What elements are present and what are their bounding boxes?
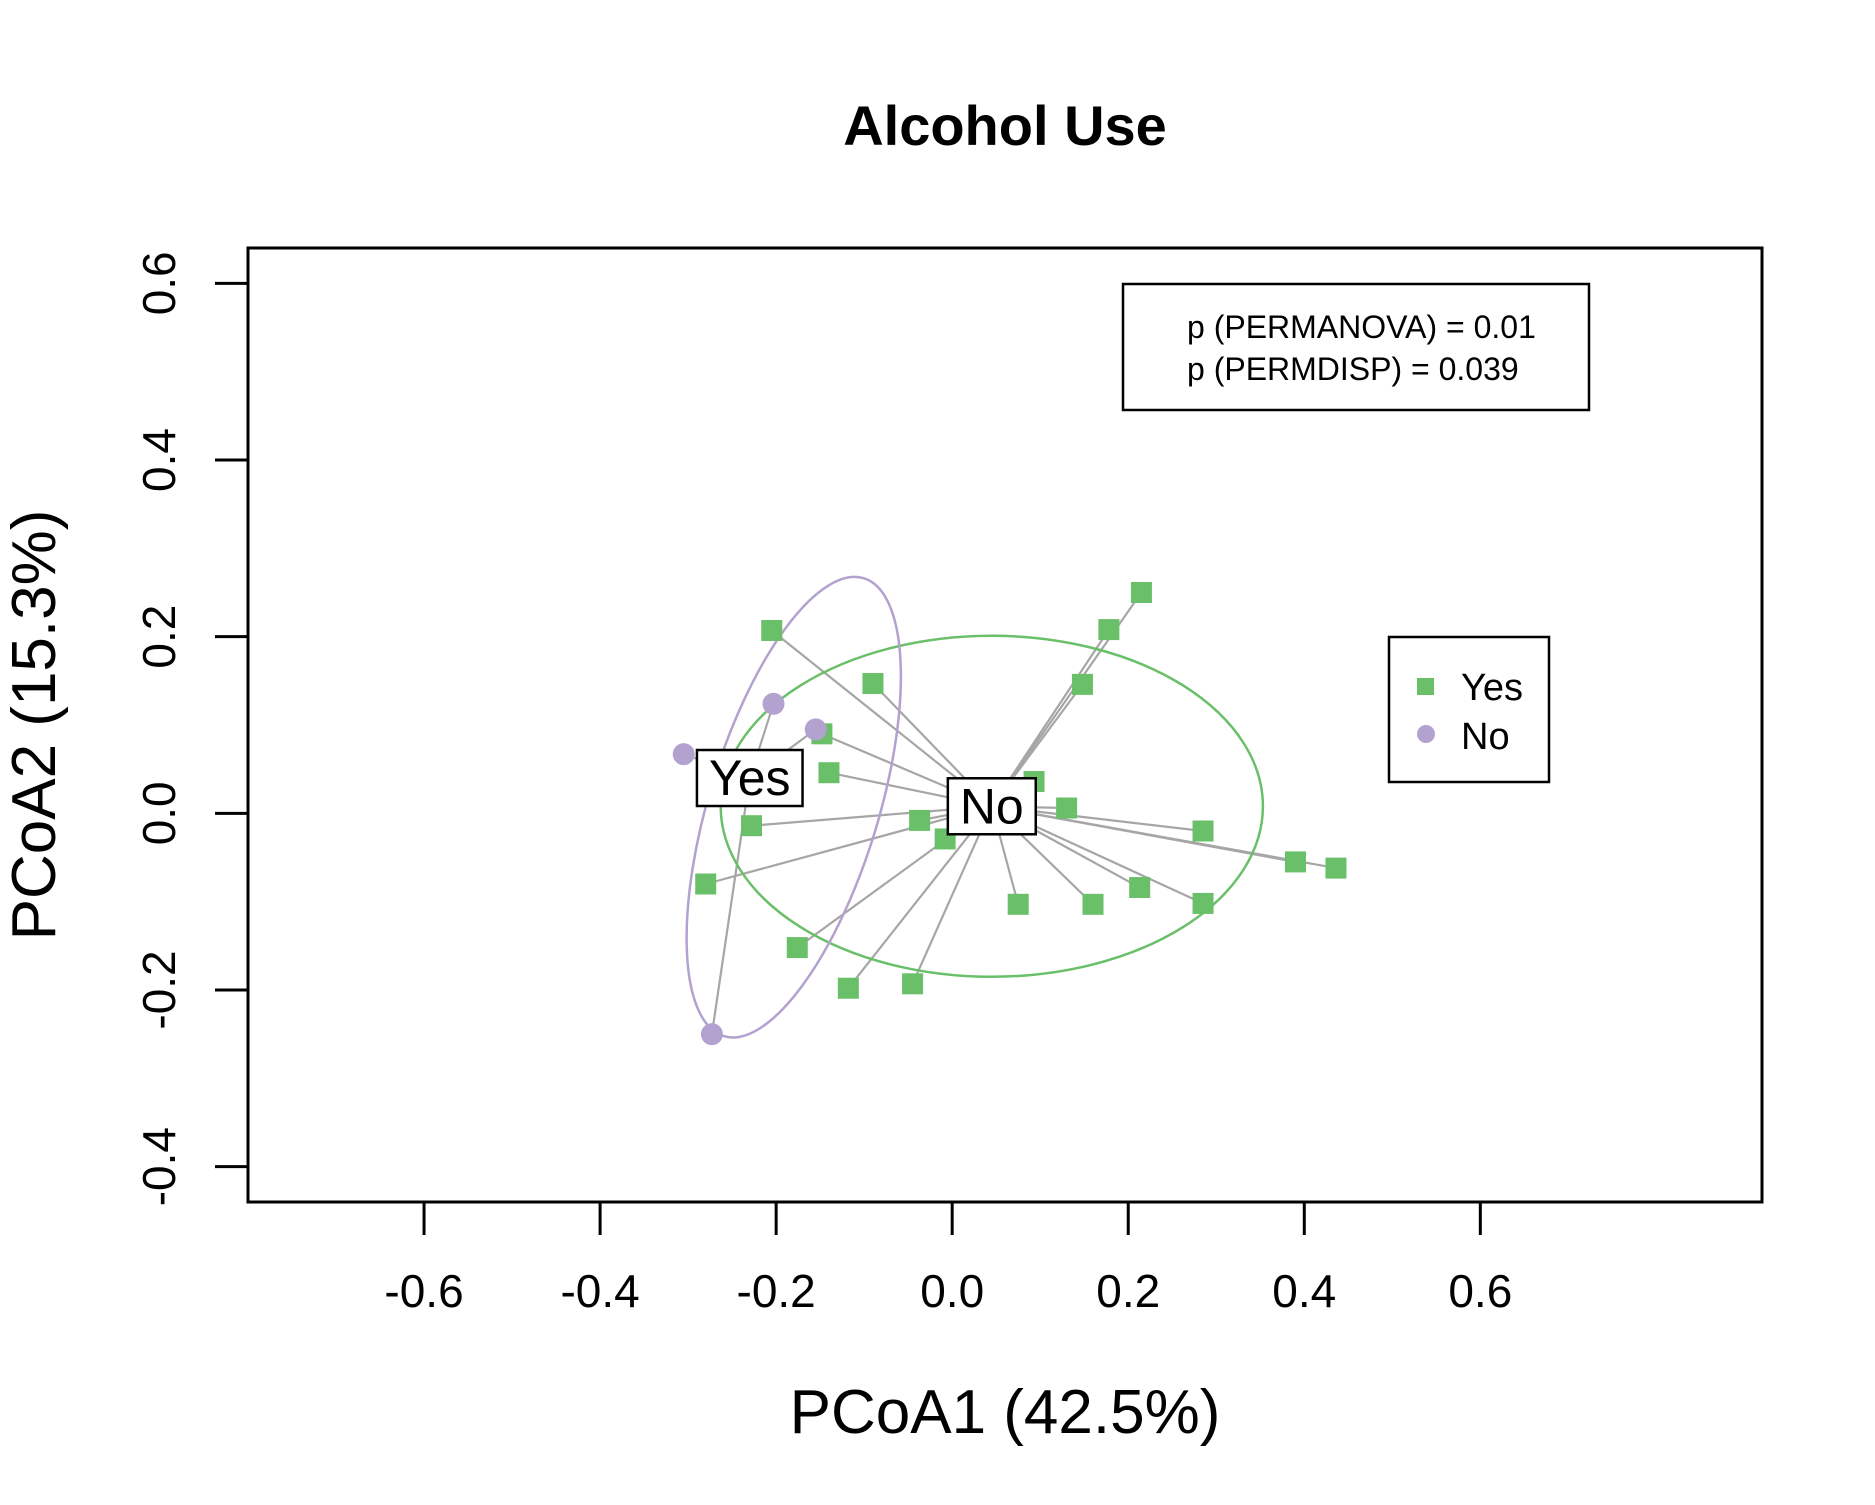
stats-box-frame [1121, 282, 1591, 412]
point-markers [672, 582, 1347, 1046]
y-axis-label: PCoA2 (15.3%) [0, 510, 69, 941]
point-yes-square [1192, 892, 1214, 914]
spider-line-yes [705, 805, 993, 886]
x-tick-label: -0.6 [384, 1265, 463, 1317]
x-tick-label: 0.2 [1096, 1265, 1160, 1317]
point-yes-square [1082, 893, 1104, 915]
y-axis: -0.4 -0.2 0.0 0.2 0.4 0.6 [133, 251, 250, 1206]
point-no-circle [672, 743, 695, 766]
centroid-labels: No Yes [695, 748, 1038, 836]
legend-frame [1387, 635, 1551, 784]
x-tick-label: 0.4 [1272, 1265, 1336, 1317]
legend-label-no: No [1461, 716, 1510, 758]
point-yes-square [740, 815, 762, 837]
chart-title: Alcohol Use [843, 94, 1167, 157]
centroid-label-no: Yes [695, 748, 804, 808]
point-no-circle [762, 692, 785, 715]
spider-line-yes [771, 629, 993, 808]
plot-area: No Yes [246, 246, 1764, 1204]
point-yes-square [761, 619, 783, 641]
centroid-label-box [695, 748, 804, 808]
y-tick-label: 0.2 [133, 605, 185, 669]
y-tick-label: 0.0 [133, 781, 185, 845]
centroid-label-box [946, 777, 1038, 836]
spider-line-yes [990, 628, 1110, 807]
point-no-circle [700, 1023, 723, 1046]
point-yes-square [1129, 877, 1151, 899]
y-tick-label: -0.4 [133, 1127, 185, 1206]
point-yes-square [1130, 582, 1152, 603]
spider-line-yes [847, 805, 993, 989]
permanova-stat: p (PERMANOVA) = 0.01 [1187, 309, 1536, 345]
point-yes-square [1284, 851, 1306, 873]
x-tick-label: 0.0 [920, 1265, 984, 1317]
legend: Yes No [1387, 635, 1551, 784]
point-yes-square [1098, 619, 1120, 641]
y-tick-label: 0.6 [133, 251, 185, 315]
x-tick-label: 0.6 [1448, 1265, 1512, 1317]
x-axis-label: PCoA1 (42.5%) [790, 1378, 1221, 1447]
x-axis: -0.6 -0.4 -0.2 0.0 0.2 0.4 0.6 [384, 1200, 1512, 1317]
point-no-circle [804, 718, 827, 741]
point-yes-square [902, 973, 924, 995]
y-tick-label: 0.4 [133, 428, 185, 492]
point-yes-square [786, 937, 808, 959]
point-yes-square [1007, 893, 1029, 915]
y-tick-label: -0.2 [133, 950, 185, 1029]
centroid-label-text: No [960, 778, 1024, 834]
spider-line-yes [911, 805, 993, 985]
point-yes-square [695, 873, 717, 895]
point-yes-square [818, 762, 840, 784]
stats-box: p (PERMANOVA) = 0.01 p (PERMDISP) = 0.03… [1121, 282, 1591, 412]
x-tick-label: -0.4 [560, 1265, 639, 1317]
point-yes-square [1192, 820, 1214, 842]
point-yes-square [1056, 797, 1078, 819]
point-yes-square [862, 672, 884, 694]
centroid-label-yes: No [946, 777, 1038, 836]
point-yes-square [909, 809, 931, 831]
spider-line-yes [991, 805, 1337, 870]
centroid-label-text: Yes [709, 750, 791, 806]
legend-label-yes: Yes [1461, 667, 1523, 709]
x-tick-label: -0.2 [737, 1265, 816, 1317]
legend-no-circle-marker [1417, 725, 1435, 743]
point-yes-square [837, 977, 859, 999]
permdisp-stat: p (PERMDISP) = 0.039 [1187, 351, 1519, 387]
legend-yes-square-marker [1417, 678, 1434, 695]
point-yes-square [1071, 673, 1093, 695]
point-yes-square [1325, 857, 1347, 879]
